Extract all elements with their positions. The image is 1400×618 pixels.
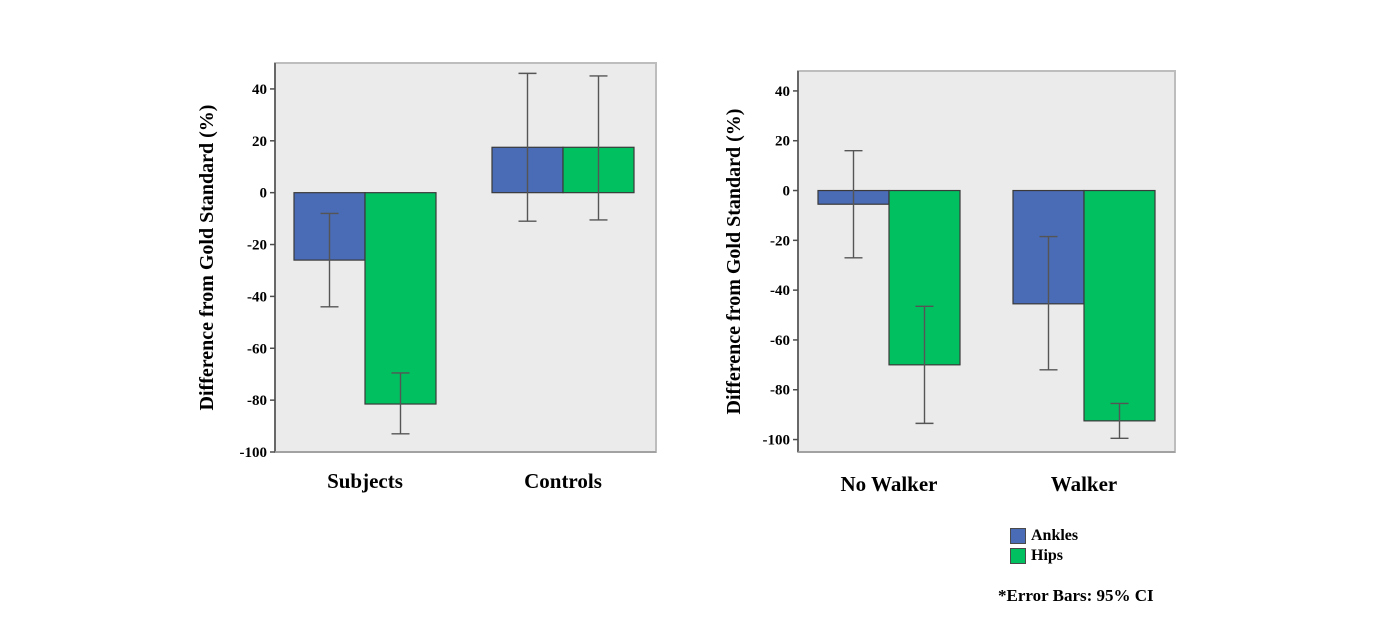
bar-hips-walker — [1083, 189, 1156, 422]
y-tick-label: -40 — [770, 283, 790, 299]
legend-swatch-ankles — [1010, 528, 1026, 544]
x-category-label: Walker — [1051, 472, 1118, 496]
legend-item-ankles: Ankles — [1010, 526, 1078, 546]
y-tick-label: 0 — [783, 184, 791, 200]
chart-right: 40 20 0 -20 -40 -60 -80 -100 Difference from Gol… — [723, 70, 1176, 496]
legend-item-hips: Hips — [1010, 546, 1078, 566]
legend-swatch-hips — [1010, 548, 1026, 564]
error-bar-note: *Error Bars: 95% CI — [998, 586, 1154, 605]
x-category-label: Controls — [524, 469, 602, 493]
x-category-label: No Walker — [840, 472, 937, 496]
y-axis-title: Difference from Gold Standard (%) — [723, 109, 745, 415]
y-tick-label: 20 — [252, 134, 267, 150]
y-tick-label: 40 — [252, 82, 267, 98]
y-tick-label: -80 — [770, 383, 790, 399]
y-tick-label: 20 — [775, 134, 790, 150]
y-tick-label: -100 — [240, 445, 268, 461]
legend-label-hips: Hips — [1031, 547, 1064, 564]
y-tick-label: -20 — [247, 238, 267, 254]
legend: Ankles Hips — [1010, 526, 1078, 566]
y-tick-label: -60 — [247, 341, 267, 357]
chart-left: 40 20 0 -20 -40 -60 -80 -100 Difference from Gol… — [196, 62, 657, 493]
y-tick-label: 0 — [260, 186, 268, 202]
y-tick-label: 40 — [775, 84, 790, 100]
y-tick-label: -80 — [247, 393, 267, 409]
y-tick-label: -100 — [763, 433, 791, 449]
y-tick-label: -60 — [770, 333, 790, 349]
y-tick-label: -20 — [770, 233, 790, 249]
y-tick-label: -40 — [247, 289, 267, 305]
x-category-label: Subjects — [327, 469, 403, 493]
y-axis-title: Difference from Gold Standard (%) — [196, 105, 218, 411]
legend-label-ankles: Ankles — [1031, 527, 1079, 544]
